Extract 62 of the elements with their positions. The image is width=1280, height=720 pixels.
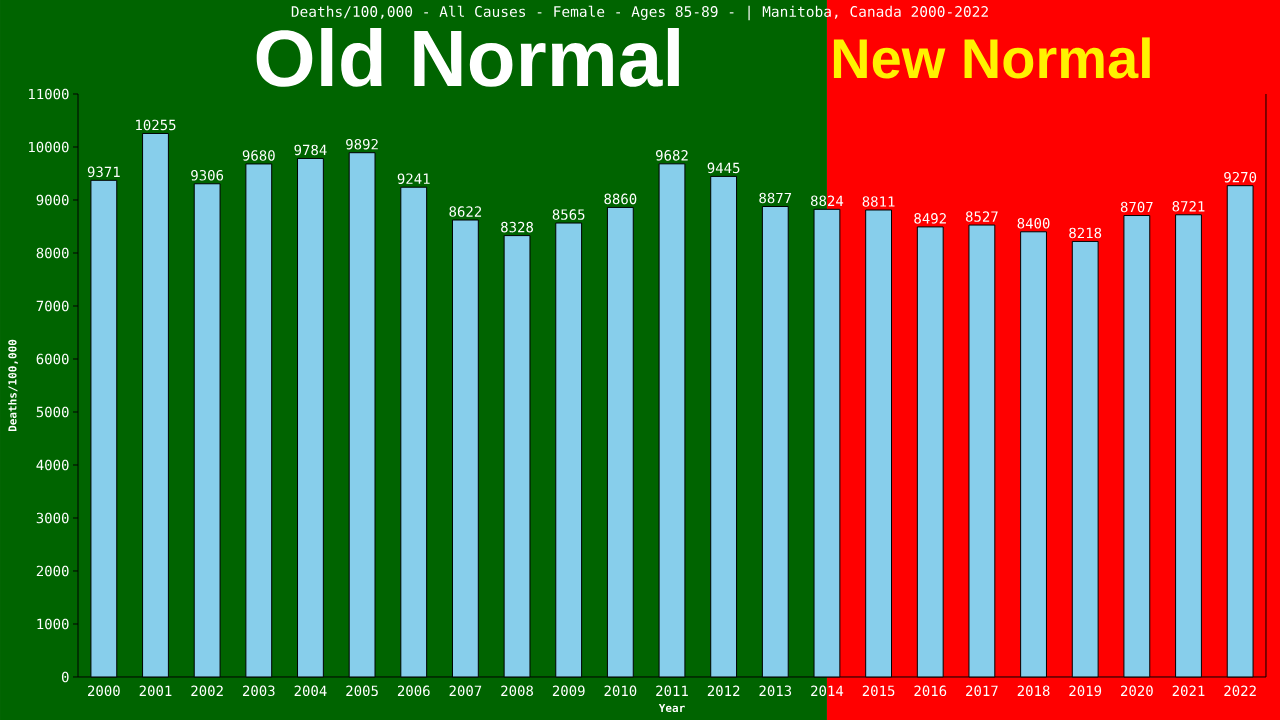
data-label: 8218 xyxy=(1069,227,1102,239)
y-tick-label: 3000 xyxy=(36,512,69,524)
data-label: 9241 xyxy=(397,173,430,185)
y-tick-label: 11000 xyxy=(29,88,69,100)
x-tick-label: 2011 xyxy=(656,685,688,697)
x-tick-label: 2005 xyxy=(346,685,378,697)
data-label: 9270 xyxy=(1224,171,1257,183)
data-label: 8860 xyxy=(604,193,637,205)
data-label: 9682 xyxy=(656,150,688,161)
data-label: 8877 xyxy=(759,192,792,204)
x-tick-label: 2000 xyxy=(88,685,120,697)
x-tick-label: 2020 xyxy=(1121,685,1153,697)
data-label: 8811 xyxy=(862,196,895,207)
x-tick-label: 2007 xyxy=(449,685,482,697)
data-label: 9784 xyxy=(294,144,327,156)
x-axis-title: Year xyxy=(658,703,685,713)
y-tick-label: 2000 xyxy=(36,565,69,577)
data-label: 8721 xyxy=(1172,200,1205,212)
data-label: 8400 xyxy=(1017,217,1050,229)
data-label: 8328 xyxy=(501,221,534,233)
x-tick-label: 2017 xyxy=(966,685,998,697)
band-label: Old Normal xyxy=(256,28,679,87)
y-tick-label: 9000 xyxy=(36,194,69,206)
data-label: 8622 xyxy=(449,206,482,217)
x-tick-label: 2003 xyxy=(242,685,275,697)
y-axis-title: Deaths/100,000 xyxy=(8,339,18,432)
data-label: 8707 xyxy=(1120,201,1153,213)
x-tick-label: 2004 xyxy=(294,685,327,697)
x-tick-label: 2012 xyxy=(707,685,740,697)
y-tick-label: 6000 xyxy=(36,353,69,365)
x-tick-label: 2016 xyxy=(914,685,947,697)
x-tick-label: 2019 xyxy=(1069,685,1102,697)
x-tick-label: 2008 xyxy=(501,685,534,697)
x-tick-label: 2001 xyxy=(139,685,172,697)
data-label: 8824 xyxy=(810,195,844,207)
x-tick-label: 2018 xyxy=(1017,685,1050,697)
data-label: 10255 xyxy=(136,119,176,131)
band-label: New Normal xyxy=(833,37,1150,79)
data-label: 8492 xyxy=(914,213,946,224)
data-label: 8527 xyxy=(965,211,998,222)
x-tick-label: 2014 xyxy=(811,685,844,697)
x-tick-label: 2010 xyxy=(604,685,637,697)
data-label: 9892 xyxy=(346,138,378,150)
data-label: 9371 xyxy=(87,166,120,178)
x-tick-label: 2015 xyxy=(862,685,895,697)
data-label: 9445 xyxy=(707,162,740,174)
x-tick-label: 2009 xyxy=(552,685,585,697)
x-tick-label: 2022 xyxy=(1224,685,1256,697)
data-label: 8565 xyxy=(552,209,585,220)
data-label: 9306 xyxy=(191,169,224,181)
y-tick-label: 10000 xyxy=(29,141,69,153)
x-tick-label: 2006 xyxy=(397,685,430,697)
x-tick-label: 2013 xyxy=(759,685,792,697)
y-tick-label: 1000 xyxy=(37,618,69,630)
y-tick-label: 5000 xyxy=(36,406,69,418)
y-tick-label: 7000 xyxy=(36,300,69,312)
y-tick-label: 8000 xyxy=(36,247,69,259)
x-tick-label: 2002 xyxy=(191,685,223,697)
y-tick-label: 0 xyxy=(61,671,69,683)
x-tick-label: 2021 xyxy=(1172,685,1205,697)
data-label: 9680 xyxy=(242,150,275,161)
y-tick-label: 4000 xyxy=(36,459,69,471)
